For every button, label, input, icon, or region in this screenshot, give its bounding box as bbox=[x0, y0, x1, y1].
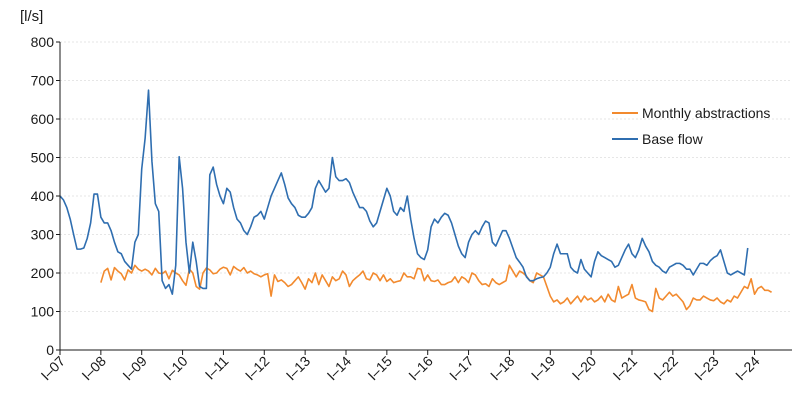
x-tick-label-8: I–15 bbox=[364, 353, 395, 384]
x-tick-label-0: I–07 bbox=[38, 353, 69, 384]
y-tick-label-300: 300 bbox=[31, 227, 55, 243]
y-tick-label-200: 200 bbox=[31, 265, 55, 281]
y-tick-label-400: 400 bbox=[31, 188, 55, 204]
x-tick-label-6: I–13 bbox=[283, 353, 314, 384]
x-tick-label-11: I–18 bbox=[487, 353, 518, 384]
x-tick-label-5: I–12 bbox=[242, 353, 273, 384]
x-tick-label-9: I–16 bbox=[405, 353, 436, 384]
x-tick-label-3: I–10 bbox=[160, 353, 191, 384]
x-tick-label-15: I–22 bbox=[650, 353, 681, 384]
x-tick-label-2: I–09 bbox=[119, 353, 150, 384]
gridlines bbox=[60, 41, 792, 312]
series-line-monthly-abstractions bbox=[100, 264, 772, 313]
x-tick-label-1: I–08 bbox=[78, 353, 109, 384]
legend-label-monthly-abstractions: Monthly abstractions bbox=[642, 105, 770, 121]
y-tick-label-0: 0 bbox=[46, 342, 54, 358]
y-tick-label-500: 500 bbox=[31, 150, 55, 166]
x-tick-label-7: I–14 bbox=[324, 353, 355, 384]
series-lines bbox=[59, 89, 772, 313]
x-tick-label-14: I–21 bbox=[610, 353, 641, 384]
y-tick-labels: 0 100 200 300 400 500 600 700 800 bbox=[31, 34, 60, 358]
x-tick-label-10: I–17 bbox=[446, 353, 477, 384]
legend: Monthly abstractions Base flow bbox=[612, 105, 770, 147]
x-tick-label-4: I–11 bbox=[202, 353, 232, 383]
series-line-base-flow bbox=[59, 89, 749, 295]
y-tick-label-800: 800 bbox=[31, 34, 55, 50]
y-tick-label-100: 100 bbox=[31, 304, 55, 320]
legend-label-base-flow: Base flow bbox=[642, 131, 704, 147]
y-axis-unit-label: [l/s] bbox=[20, 8, 43, 25]
x-tick-label-13: I–20 bbox=[569, 353, 600, 384]
x-tick-label-12: I–19 bbox=[528, 353, 559, 384]
x-tick-label-17: I–24 bbox=[732, 353, 763, 384]
x-tick-label-16: I–23 bbox=[691, 353, 722, 384]
y-tick-label-700: 700 bbox=[31, 73, 55, 89]
x-tick-labels: I–07 I–08 I–09 I–10 I–11 I–12 I–13 I–14 I–15 I–16… bbox=[38, 350, 763, 383]
y-tick-label-600: 600 bbox=[31, 111, 55, 127]
